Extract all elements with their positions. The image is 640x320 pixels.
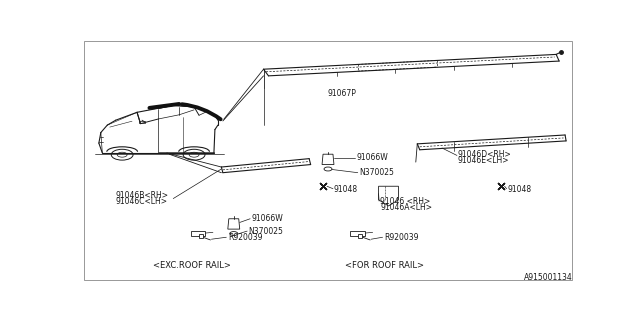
- Text: 91066W: 91066W: [356, 153, 388, 163]
- Bar: [350, 231, 365, 236]
- Text: 91067P: 91067P: [328, 89, 357, 98]
- Text: N370025: N370025: [359, 168, 394, 177]
- Text: R920039: R920039: [228, 233, 262, 242]
- Text: <FOR ROOF RAIL>: <FOR ROOF RAIL>: [344, 261, 424, 270]
- Text: R920039: R920039: [384, 233, 419, 242]
- Text: 91046B<RH>: 91046B<RH>: [116, 191, 169, 200]
- Text: A915001134: A915001134: [524, 273, 573, 283]
- Text: 91046C<LH>: 91046C<LH>: [116, 197, 168, 206]
- Text: 91048: 91048: [508, 185, 532, 194]
- Text: 91048: 91048: [334, 185, 358, 194]
- Text: 91046 <RH>: 91046 <RH>: [380, 196, 430, 205]
- Text: 91046E<LH>: 91046E<LH>: [458, 156, 509, 165]
- Text: 91046D<RH>: 91046D<RH>: [458, 150, 512, 159]
- Text: 91066W: 91066W: [251, 214, 283, 223]
- Bar: [191, 231, 205, 236]
- Text: N370025: N370025: [248, 227, 283, 236]
- Bar: [138, 121, 145, 123]
- Text: 91046A<LH>: 91046A<LH>: [380, 203, 432, 212]
- Text: <EXC.ROOF RAIL>: <EXC.ROOF RAIL>: [153, 261, 230, 270]
